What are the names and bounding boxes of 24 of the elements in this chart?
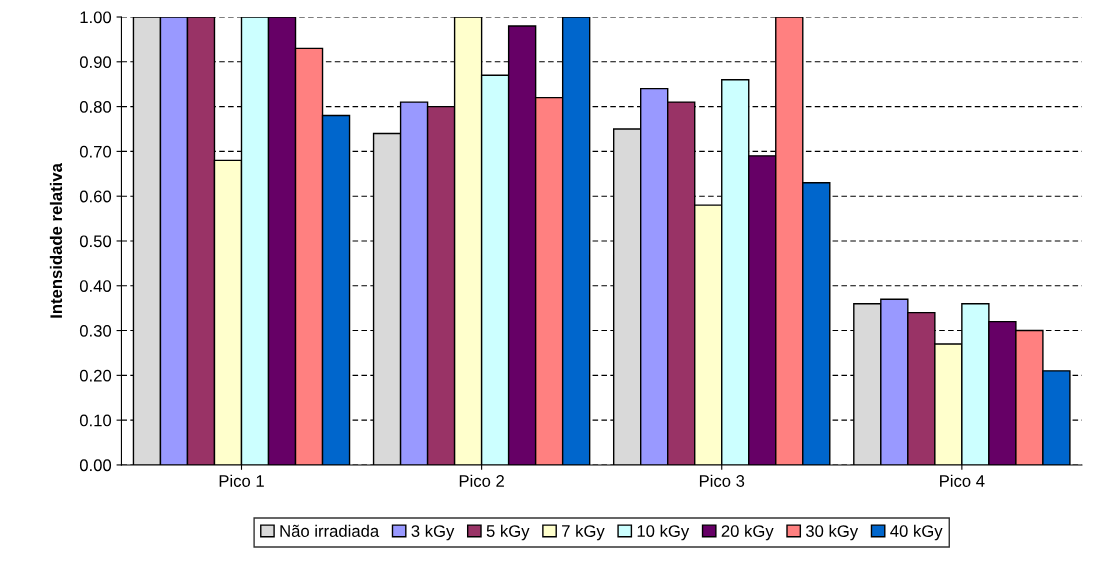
x-tick-label: Pico 2 — [459, 474, 504, 487]
y-tick-label: 0.80 — [79, 101, 112, 113]
y-axis-title: Intensidade relativa — [49, 163, 63, 318]
y-tick-label: 0.20 — [79, 369, 112, 382]
x-tick-label: Pico 4 — [940, 474, 985, 487]
legend-label: 40 kGy — [890, 524, 943, 541]
legend-label: Não irradiada — [280, 524, 380, 537]
legend-label: 3 kGy — [411, 524, 455, 541]
y-tick-label: 0.10 — [79, 414, 112, 427]
y-tick-label: 0.00 — [79, 459, 112, 472]
y-tick-label: 1.00 — [80, 11, 112, 24]
x-tick-label: Pico 1 — [219, 474, 264, 487]
legend-label: 30 kGy — [805, 524, 859, 541]
y-tick-label: 0.30 — [79, 324, 112, 337]
legend-label: 7 kGy — [562, 524, 605, 541]
legend-label: 20 kGy — [721, 524, 774, 541]
y-tick-label: 0.60 — [79, 190, 112, 203]
y-tick-label: 0.70 — [79, 145, 112, 158]
legend-label: 5 kGy — [486, 524, 530, 541]
y-tick-label: 0.50 — [79, 235, 112, 248]
y-tick-label: 0.40 — [79, 280, 112, 292]
legend-label: 10 kGy — [637, 524, 690, 541]
y-tick-label: 0.90 — [79, 56, 112, 69]
x-tick-label: Pico 3 — [699, 474, 745, 487]
